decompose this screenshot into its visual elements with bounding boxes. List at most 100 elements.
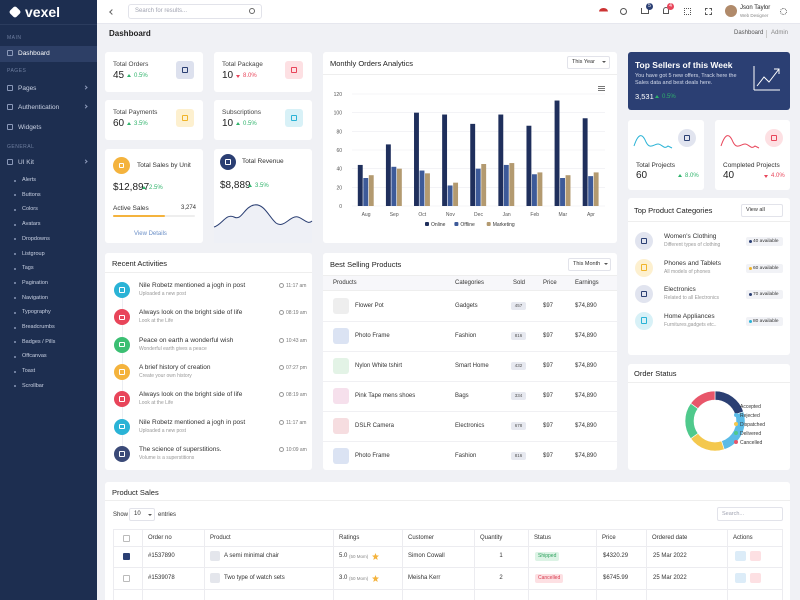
row-checkbox[interactable]: [123, 575, 130, 582]
product-thumbnail: [333, 418, 349, 434]
column-header: Price: [602, 535, 616, 541]
icon-glyph: [640, 290, 648, 298]
settings-icon[interactable]: [780, 8, 787, 15]
icon-glyph: [770, 134, 778, 142]
quantity: 2: [499, 575, 503, 581]
product-name: Photo Frame: [355, 453, 390, 459]
nav-subitem[interactable]: Alerts: [22, 177, 37, 183]
sold-badge: 816: [511, 452, 526, 460]
activity-subtitle: Uploaded a new post: [139, 291, 186, 297]
table-search[interactable]: [717, 507, 783, 521]
nav-subitem[interactable]: Typography: [22, 309, 51, 316]
nav-item[interactable]: Widgets: [18, 124, 42, 131]
top-sellers-text: You have got 5 new offers, Track here th…: [635, 73, 737, 87]
column-header: Earnings: [575, 280, 599, 286]
period-select[interactable]: [567, 56, 610, 69]
select-all-checkbox[interactable]: [123, 535, 130, 542]
table-header: [323, 275, 617, 291]
donut-segment: [690, 432, 725, 452]
cart-icon[interactable]: [641, 8, 649, 14]
activity-subtitle: Volume is a superstitions: [139, 454, 195, 461]
category-icon: [635, 258, 653, 277]
fullscreen-icon[interactable]: [705, 8, 712, 15]
theme-toggle[interactable]: [620, 8, 627, 15]
apps-icon[interactable]: [684, 8, 691, 15]
bar: [368, 175, 374, 206]
flag-icon[interactable]: [599, 8, 608, 15]
project-sparkline: [720, 135, 760, 149]
table-frame: [113, 529, 783, 600]
trend-change: 8.0%: [243, 73, 257, 79]
row-divider: [113, 567, 783, 568]
activity-icon: [114, 282, 130, 298]
bullet: [14, 370, 16, 373]
y-tick-label: 100: [334, 111, 343, 117]
bar: [554, 100, 560, 206]
legend-swatch: [734, 413, 738, 417]
divider: [105, 272, 312, 273]
search-box[interactable]: [128, 4, 262, 19]
column-divider: [142, 529, 143, 600]
nav-subitem[interactable]: Toast: [22, 368, 36, 375]
nav-subitem[interactable]: Navigation: [22, 294, 48, 301]
product-category: Electronics: [455, 423, 485, 429]
column-header: Customer: [408, 535, 435, 541]
bar: [498, 114, 504, 206]
bullet: [14, 194, 16, 197]
nav-subitem[interactable]: Badges / Pills: [22, 338, 56, 345]
period-select[interactable]: [568, 258, 611, 271]
category-desc: All models of phones: [664, 268, 711, 275]
legend-swatch: [734, 422, 738, 426]
chart-menu[interactable]: [598, 86, 605, 91]
category-name: Phones and Tablets: [664, 259, 721, 267]
activity-icon: [114, 309, 130, 326]
activity-title: Nile Robetz mentioned a jogh in post: [139, 282, 246, 289]
customer: Meisha Kerr: [408, 575, 441, 581]
product-thumbnail: [333, 388, 349, 404]
nav-item[interactable]: UI Kit: [18, 159, 34, 166]
nav-subitem[interactable]: Dropdowns: [22, 235, 50, 242]
view-details-link[interactable]: View Details: [134, 231, 167, 237]
trend-arrow: [127, 122, 131, 125]
product-earnings: $74,890: [575, 423, 597, 429]
edit-button[interactable]: [735, 573, 746, 583]
bar: [509, 163, 515, 206]
nav-subitem[interactable]: Colors: [22, 206, 38, 213]
icon-line: [753, 66, 780, 91]
edit-button[interactable]: [735, 551, 746, 561]
view-all-button[interactable]: [741, 204, 783, 217]
notification-icon[interactable]: [663, 7, 669, 14]
legend-label: Offline: [460, 222, 475, 228]
delete-button[interactable]: [750, 573, 761, 583]
trend-arrow: [248, 184, 252, 187]
activity-title: A brief history of creation: [139, 363, 211, 371]
orders-chart: 0 20 40 60 80 100 120 Aug Sep Oct Nov Dec Jan Feb Mar A…: [334, 92, 605, 228]
nav-icon: [7, 124, 13, 130]
nav-subitem[interactable]: Avatars: [22, 221, 41, 228]
rating-reviews: (50 Mom): [349, 575, 369, 581]
top-sellers-title: Top Sellers of this Week: [635, 60, 733, 70]
show-label: Show: [113, 512, 129, 518]
nav-item[interactable]: Authentication: [18, 104, 60, 111]
row-checkbox[interactable]: [123, 553, 130, 560]
active-item-bg: [0, 46, 97, 62]
delete-button[interactable]: [750, 551, 761, 561]
nav-subitem[interactable]: Breadcrumbs: [22, 324, 55, 330]
nav-subitem[interactable]: Listgroup: [22, 250, 45, 257]
category-name: Home Appliances: [664, 312, 715, 320]
project-value: 40: [723, 170, 735, 181]
breadcrumb-link[interactable]: Dashboard: [734, 30, 764, 36]
entries-select[interactable]: [129, 508, 155, 521]
categories-card: [628, 198, 790, 355]
nav-subitem[interactable]: Pagination: [22, 279, 48, 286]
nav-subitem[interactable]: Buttons: [22, 191, 41, 198]
bar: [531, 174, 537, 206]
avatar[interactable]: [725, 5, 737, 17]
nav-item[interactable]: Pages: [18, 85, 37, 92]
nav-subitem[interactable]: Offcanvas: [22, 353, 47, 360]
nav-item[interactable]: Dashboard: [18, 50, 50, 57]
notification-badge: 4: [667, 3, 674, 10]
nav-subitem[interactable]: Tags: [22, 265, 34, 272]
user-name: Json Taylor: [740, 5, 771, 11]
nav-subitem[interactable]: Scrollbar: [22, 382, 44, 389]
